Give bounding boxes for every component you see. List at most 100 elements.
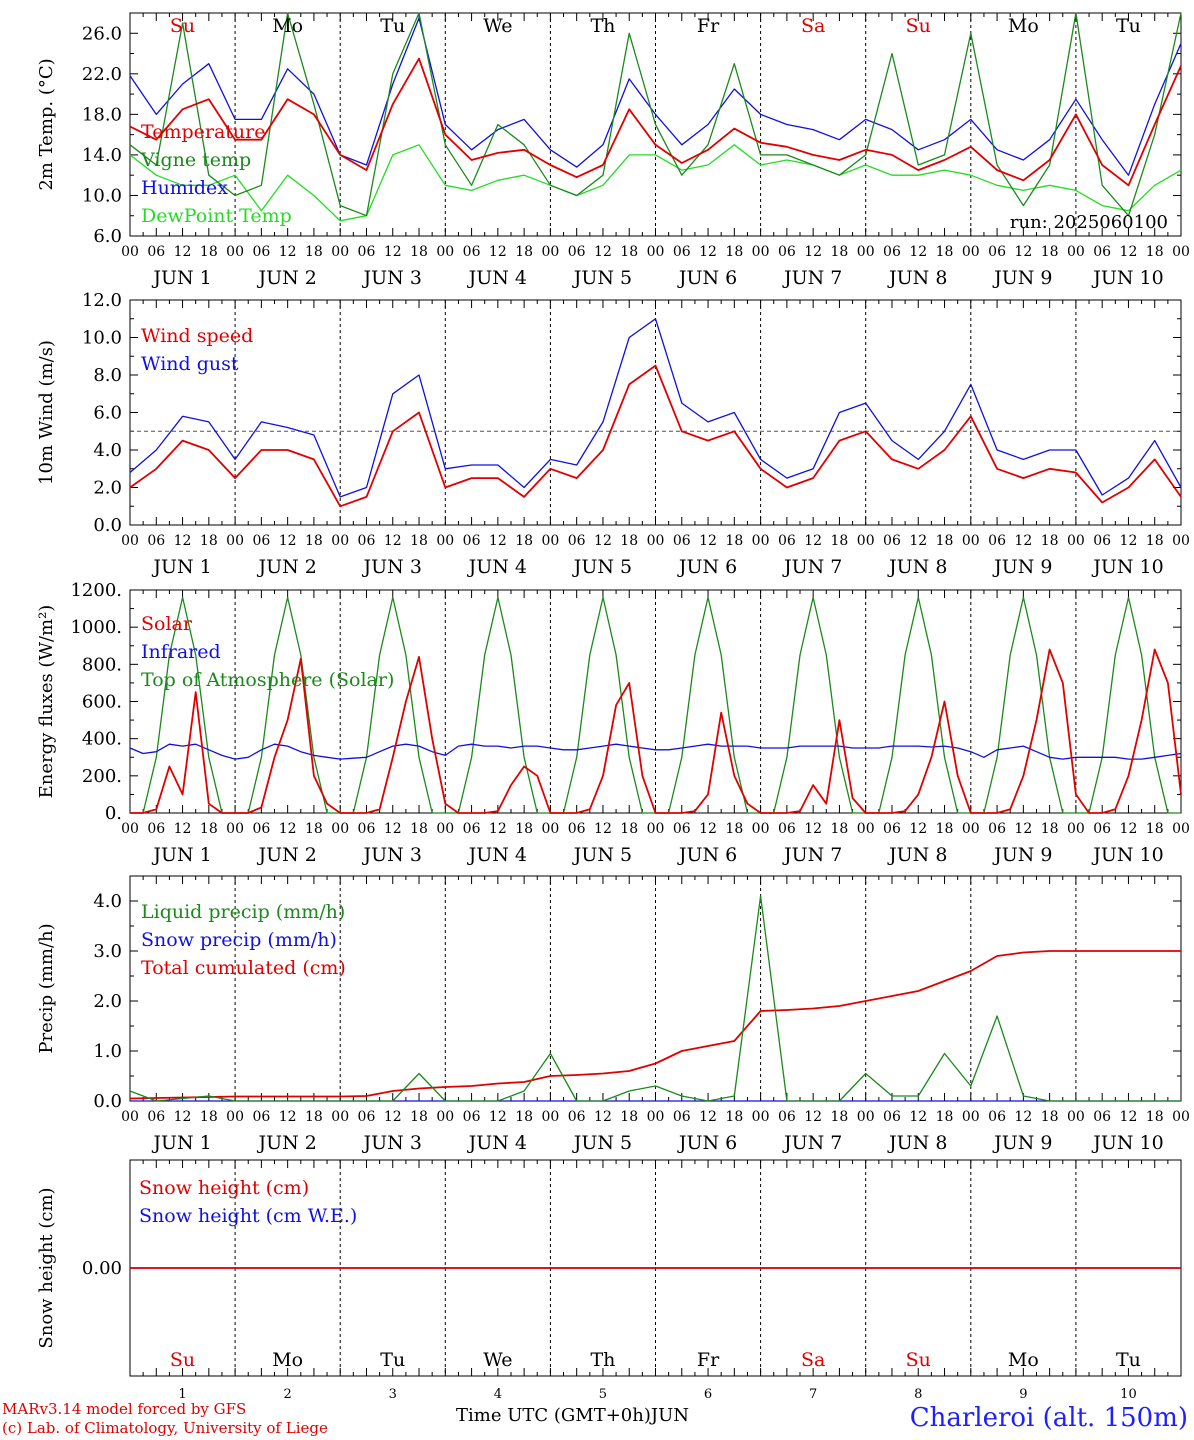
- hour-tick-label: 06: [1093, 1109, 1111, 1125]
- hour-tick-label: 00: [226, 533, 244, 549]
- hour-tick-label: 18: [1146, 821, 1164, 837]
- hour-tick-label: 12: [1120, 821, 1138, 837]
- legend-entry: Snow height (cm W.E.): [139, 1205, 357, 1227]
- hour-tick-label: 18: [410, 244, 428, 260]
- day-label: JUN 7: [782, 267, 842, 289]
- hour-tick-label: 06: [883, 533, 901, 549]
- hour-tick-label: 06: [147, 244, 165, 260]
- legend-entry: Temperature: [141, 121, 265, 143]
- panel-1: 6.0 10.0 14.0 18.0 22.0 26.0 2m Temp. (°C) Temp…: [36, 12, 1190, 289]
- hour-tick-label: 18: [1041, 821, 1059, 837]
- day-label: JUN 6: [677, 844, 737, 866]
- legend-entry: Humidex: [141, 177, 228, 199]
- hour-tick-label: 12: [804, 821, 822, 837]
- weekday-label: Su: [906, 1349, 931, 1371]
- series-line: [129, 318, 1182, 498]
- legend-entry: Solar: [141, 613, 193, 635]
- y-tick-label: 0.0: [93, 515, 122, 536]
- hour-tick-label: 06: [358, 533, 376, 549]
- series-line: [129, 17, 1182, 176]
- hour-tick-label: 18: [620, 533, 638, 549]
- series-line: [129, 57, 1182, 187]
- hour-tick-label: 18: [410, 1109, 428, 1125]
- y-tick-label: 1200.: [70, 580, 122, 601]
- day-label: JUN 2: [256, 267, 316, 289]
- model-credit: MARv3.14 model forced by GFS: [2, 1400, 247, 1418]
- hour-tick-label: 00: [1067, 821, 1085, 837]
- y-tick-label: 10.0: [82, 185, 122, 206]
- day-label: JUN 2: [256, 844, 316, 866]
- y-tick-label: 2.0: [93, 991, 122, 1012]
- hour-tick-label: 00: [962, 821, 980, 837]
- hour-tick-label: 00: [1172, 244, 1190, 260]
- hour-tick-label: 00: [752, 821, 770, 837]
- hour-tick-label: 06: [147, 533, 165, 549]
- weekday-label: Su: [170, 15, 195, 37]
- hour-tick-label: 12: [489, 821, 507, 837]
- hour-tick-label: 00: [962, 244, 980, 260]
- hour-tick-label: 18: [1041, 533, 1059, 549]
- hour-tick-label: 12: [909, 821, 927, 837]
- day-label: JUN 5: [572, 267, 632, 289]
- day-label: JUN 8: [887, 1132, 947, 1154]
- hour-tick-label: 12: [174, 533, 192, 549]
- series-line: [129, 895, 1181, 1102]
- weekday-label: Tu: [380, 15, 405, 37]
- hour-tick-label: 12: [699, 1109, 717, 1125]
- hour-tick-label: 00: [436, 533, 454, 549]
- hour-tick-label: 18: [305, 821, 323, 837]
- y-tick-label: 12.0: [82, 290, 122, 311]
- y-tick-label: 200.: [82, 766, 122, 787]
- hour-tick-label: 00: [962, 533, 980, 549]
- day-label: JUN 10: [1091, 556, 1163, 578]
- day-label: JUN 4: [467, 267, 527, 289]
- day-label: JUN 1: [151, 267, 211, 289]
- hour-tick-label: 06: [252, 1109, 270, 1125]
- hour-tick-label: 06: [1093, 821, 1111, 837]
- legend-entry: Vigne temp: [140, 149, 251, 171]
- hour-tick-label: 12: [804, 1109, 822, 1125]
- weekday-label: Su: [906, 15, 931, 37]
- credits: MARv3.14 model forced by GFS (c) Lab. of…: [2, 1400, 328, 1438]
- weekday-label: Mo: [272, 1349, 303, 1371]
- hour-tick-label: 18: [515, 1109, 533, 1125]
- hour-tick-label: 06: [358, 821, 376, 837]
- day-label: JUN 10: [1091, 267, 1163, 289]
- day-label: JUN 7: [782, 1132, 842, 1154]
- day-label: JUN 10: [1091, 844, 1163, 866]
- hour-tick-label: 06: [778, 244, 796, 260]
- day-label: JUN 4: [467, 1132, 527, 1154]
- hour-tick-label: 00: [331, 821, 349, 837]
- weekday-label: Tu: [1116, 15, 1141, 37]
- day-label: JUN 5: [572, 556, 632, 578]
- day-label: JUN 9: [992, 844, 1052, 866]
- panel-frame: [129, 299, 1182, 526]
- weekday-label: We: [483, 15, 512, 37]
- hour-tick-label: 00: [436, 1109, 454, 1125]
- legend-entry: Infrared: [141, 641, 221, 663]
- hour-tick-label: 00: [1172, 821, 1190, 837]
- weekday-label: Sa: [801, 15, 825, 37]
- series-line: [129, 12, 1182, 217]
- hour-tick-label: 18: [200, 821, 218, 837]
- run-annotation: run: 2025060100: [1010, 212, 1168, 233]
- hour-tick-label: 12: [1014, 1109, 1032, 1125]
- hour-tick-label: 06: [673, 244, 691, 260]
- hour-tick-label: 18: [305, 1109, 323, 1125]
- hour-tick-label: 06: [1093, 244, 1111, 260]
- panel-4: 0.0 1.0 2.0 3.0 4.0 Precip (mm/h) Liquid preci…: [36, 875, 1190, 1154]
- hour-tick-label: 12: [174, 1109, 192, 1125]
- y-tick-label: 400.: [82, 729, 122, 750]
- weekday-label: We: [483, 1349, 512, 1371]
- day-label: JUN 6: [677, 1132, 737, 1154]
- hour-tick-label: 00: [857, 533, 875, 549]
- y-tick-label: 10.0: [82, 328, 122, 349]
- hour-tick-label: 18: [515, 533, 533, 549]
- hour-tick-label: 18: [200, 244, 218, 260]
- hour-tick-label: 12: [1120, 244, 1138, 260]
- hour-tick-label: 00: [121, 244, 139, 260]
- hour-tick-label: 06: [463, 533, 481, 549]
- weekday-label: Su: [170, 1349, 195, 1371]
- series-line: [129, 743, 1182, 760]
